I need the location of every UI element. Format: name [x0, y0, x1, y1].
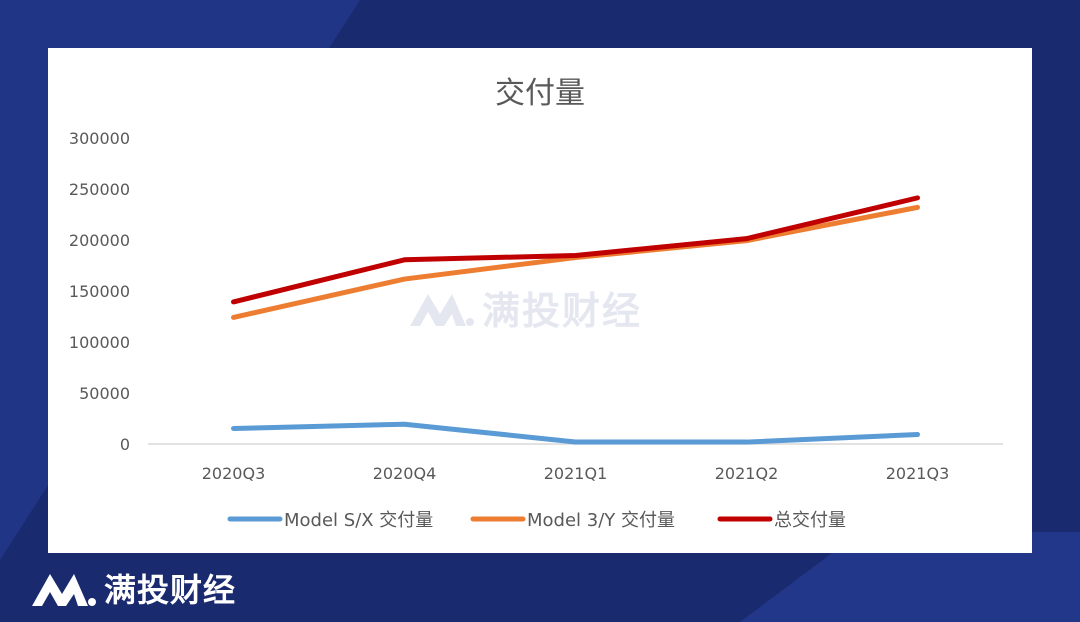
series-line-0 — [231, 421, 920, 445]
watermark-name: 满投财经 — [482, 289, 643, 333]
chart-title: 交付量 — [495, 76, 585, 111]
x-tick-label: 2021Q3 — [886, 464, 950, 483]
line-chart: 0 50000 100000 150000 200000 250000 300000 2020… — [69, 129, 1003, 531]
x-tick-label: 2021Q1 — [544, 464, 608, 483]
chart-panel: 交付量 满投财经 0 50000 100000 150000 200000 250000 3… — [48, 48, 1032, 553]
y-tick-label: 300000 — [69, 129, 130, 148]
x-tick-label: 2020Q3 — [202, 464, 266, 483]
legend-label-1: Model 3/Y 交付量 — [527, 510, 675, 531]
watermark-logo-icon — [410, 293, 474, 326]
brand-logo-icon — [32, 574, 96, 606]
x-tick-label: 2020Q4 — [373, 464, 437, 483]
y-tick-label: 0 — [120, 435, 130, 454]
legend-label-0: Model S/X 交付量 — [284, 510, 433, 531]
y-tick-label: 100000 — [69, 333, 130, 352]
series-line-2 — [231, 195, 920, 305]
y-tick-label: 250000 — [69, 180, 130, 199]
brand: 满投财经 — [30, 566, 236, 610]
x-tick-label: 2021Q2 — [715, 464, 779, 483]
brand-name: 满投财经 — [104, 571, 237, 609]
legend-label-2: 总交付量 — [774, 510, 846, 531]
y-tick-label: 50000 — [79, 384, 130, 403]
watermark: 满投财经 — [408, 280, 642, 335]
y-tick-label: 150000 — [69, 282, 130, 301]
y-tick-label: 200000 — [69, 231, 130, 250]
